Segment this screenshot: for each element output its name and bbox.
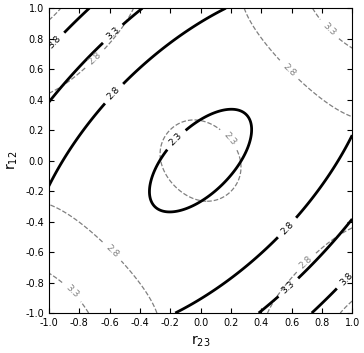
Text: 2.3: 2.3 [222, 131, 238, 147]
Text: 3.3: 3.3 [104, 26, 121, 42]
Text: 3.3: 3.3 [64, 283, 80, 300]
Text: 2.8: 2.8 [279, 220, 295, 236]
Y-axis label: r$_{12}$: r$_{12}$ [4, 151, 20, 170]
X-axis label: r$_{23}$: r$_{23}$ [191, 334, 210, 349]
Text: 2.3: 2.3 [168, 131, 184, 148]
Text: 3.3: 3.3 [280, 279, 297, 295]
Text: 3.3: 3.3 [321, 22, 337, 38]
Text: 2.8: 2.8 [298, 255, 314, 271]
Text: 3.8: 3.8 [47, 34, 63, 50]
Text: 2.8: 2.8 [87, 50, 103, 67]
Text: 2.8: 2.8 [106, 85, 122, 102]
Text: 2.8: 2.8 [104, 243, 120, 259]
Text: 2.8: 2.8 [281, 62, 297, 78]
Text: 3.8: 3.8 [338, 270, 355, 287]
